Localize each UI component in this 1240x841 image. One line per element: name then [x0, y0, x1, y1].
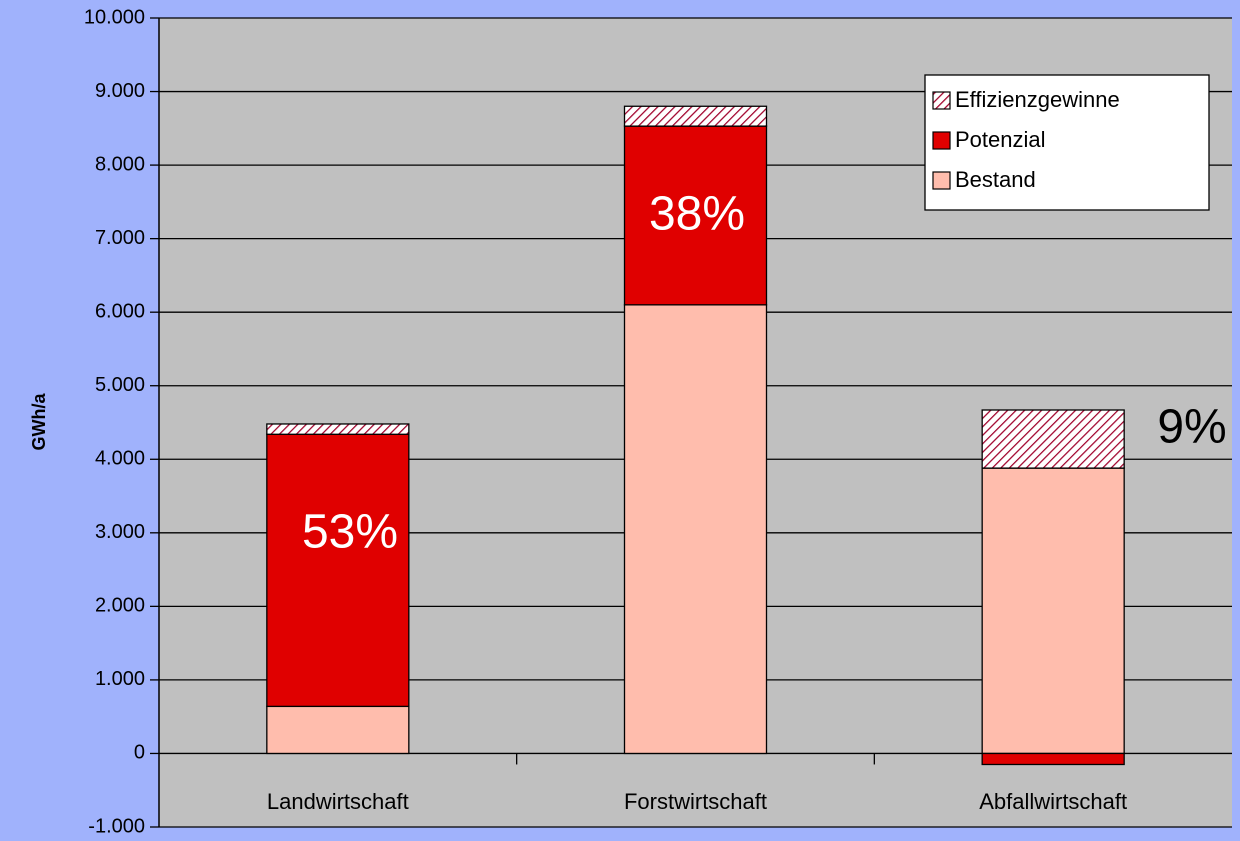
- bar-segment: [623, 105, 768, 127]
- legend-label: Effizienzgewinne: [955, 87, 1120, 112]
- annotation: 38%: [649, 188, 745, 241]
- y-tick-label: -1.000: [88, 815, 145, 837]
- y-tick-label: 9.000: [95, 80, 145, 102]
- legend-swatch: [932, 91, 951, 110]
- bar-segment: [981, 752, 1125, 766]
- x-tick-label: Abfallwirtschaft: [979, 789, 1127, 814]
- legend-swatch: [932, 131, 951, 150]
- y-tick-label: 1.000: [95, 668, 145, 690]
- legend-label: Potenzial: [955, 127, 1046, 152]
- y-tick-label: 4.000: [95, 448, 145, 470]
- y-tick-label: 2.000: [95, 595, 145, 617]
- annotation: 53%: [302, 506, 398, 559]
- y-axis-label: GWh/a: [29, 393, 49, 451]
- legend-box: [924, 74, 1210, 211]
- y-tick-label: 0: [134, 742, 145, 764]
- y-tick-label: 5.000: [95, 374, 145, 396]
- x-tick-label: Landwirtschaft: [267, 789, 409, 814]
- y-tick-label: 6.000: [95, 300, 145, 322]
- bar-segment: [623, 125, 768, 306]
- legend-label: Bestand: [955, 167, 1036, 192]
- y-tick-label: 8.000: [95, 153, 145, 175]
- y-tick-label: 7.000: [95, 227, 145, 249]
- x-tick-label: Forstwirtschaft: [624, 789, 767, 814]
- bar-segment: [266, 433, 410, 708]
- bar-segment: [623, 304, 768, 755]
- bar-segment: [266, 423, 410, 435]
- y-tick-label: 3.000: [95, 521, 145, 543]
- legend-swatch: [932, 171, 951, 190]
- y-tick-label: 10.000: [84, 6, 145, 28]
- bar-segment: [981, 409, 1125, 469]
- bar-segment: [266, 705, 410, 755]
- bar-segment: [981, 467, 1125, 755]
- annotation: 9%: [1157, 401, 1226, 454]
